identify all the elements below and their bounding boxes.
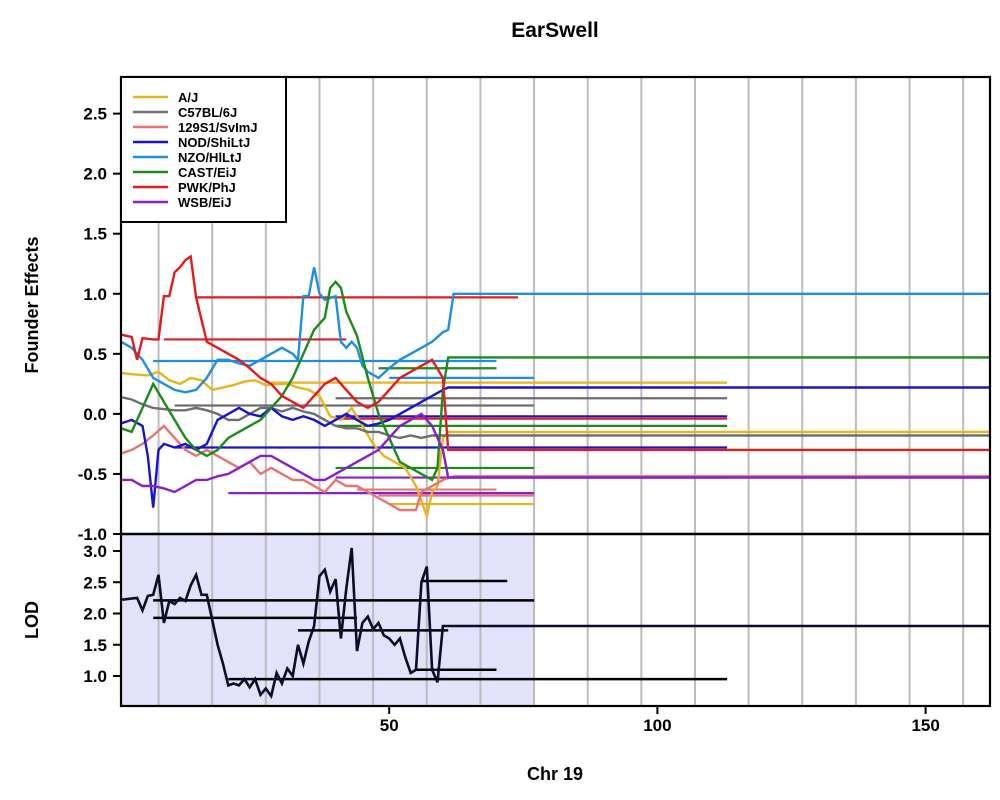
series-a-j xyxy=(121,370,990,521)
fe-y-tick-label: 1.0 xyxy=(83,285,107,304)
lod-region xyxy=(121,534,535,706)
x-tick-label: 100 xyxy=(643,716,671,735)
founder-effects-plot xyxy=(121,254,990,521)
lod-y-tick-label: 2.0 xyxy=(83,605,107,624)
x-tick-label: 50 xyxy=(380,716,399,735)
fe-y-axis-title: Founder Effects xyxy=(22,236,42,373)
legend-label: NOD/ShiLtJ xyxy=(178,135,250,150)
fe-y-tick-label: 1.5 xyxy=(83,225,107,244)
fe-y-tick-label: 2.0 xyxy=(83,165,107,184)
series-nod-shiltj xyxy=(121,386,990,508)
legend-label: NZO/HlLtJ xyxy=(178,150,242,165)
series-wsb-eij xyxy=(121,412,990,494)
x-tick-label: 150 xyxy=(911,716,939,735)
fe-y-tick-label: 2.5 xyxy=(83,105,107,124)
legend-label: A/J xyxy=(178,90,198,105)
lod-y-tick-label: 3.0 xyxy=(83,542,107,561)
legend-box xyxy=(120,76,287,223)
fe-y-tick-label: -0.5 xyxy=(78,465,107,484)
lod-y-tick-label: 1.5 xyxy=(83,636,107,655)
legend-label: CAST/EiJ xyxy=(178,165,237,180)
series-c57bl-6j xyxy=(121,395,990,440)
legend-label: PWK/PhJ xyxy=(178,180,236,195)
x-axis-title: Chr 19 xyxy=(527,764,583,784)
legend: A/JC57BL/6J129S1/SvImJNOD/ShiLtJNZO/HlLt… xyxy=(120,76,287,223)
series-lod xyxy=(121,547,990,700)
series-nzo-hlltj xyxy=(121,267,990,394)
fe-y-tick-label: 0.0 xyxy=(83,405,107,424)
legend-label: WSB/EiJ xyxy=(178,195,231,210)
series-cast-eij xyxy=(121,279,990,482)
lod-y-tick-label: 2.5 xyxy=(83,573,107,592)
lod-y-axis-title: LOD xyxy=(22,601,42,639)
plot-frame xyxy=(119,75,992,708)
chart-title: EarSwell xyxy=(511,19,599,42)
lod-plot xyxy=(121,547,990,700)
legend-label: 129S1/SvImJ xyxy=(178,120,258,135)
fe-y-tick-label: 0.5 xyxy=(83,345,107,364)
legend-label: C57BL/6J xyxy=(178,105,237,120)
fe-y-tick-label: -1.0 xyxy=(78,525,107,544)
series-129s1-svimj xyxy=(121,424,990,512)
series-pwk-phj xyxy=(121,254,990,452)
lod-y-tick-label: 1.0 xyxy=(83,667,107,686)
